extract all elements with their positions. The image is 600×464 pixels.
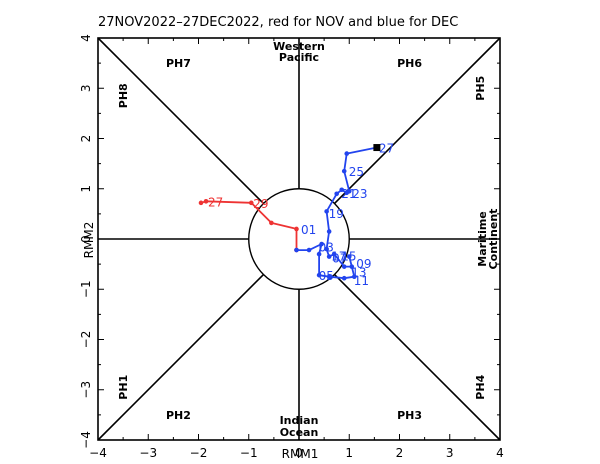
day-label-dec: 27 <box>379 142 394 156</box>
data-point-dec <box>346 254 352 259</box>
data-point-dec <box>326 229 332 234</box>
region-label-bottom: Indian <box>280 414 319 427</box>
x-tick-label: 2 <box>396 446 404 460</box>
day-label-dec: 11 <box>354 274 369 288</box>
x-axis-label: RMM1 <box>282 447 319 461</box>
x-tick-label: 4 <box>496 446 504 460</box>
data-point-dec <box>351 274 357 279</box>
day-label-dec: 07 <box>332 252 347 266</box>
data-point-dec <box>316 272 322 278</box>
chart-title: 27NOV2022–27DEC2022, red for NOV and blu… <box>98 15 458 30</box>
x-tick-label: 3 <box>446 446 454 460</box>
y-tick-label: −1 <box>79 280 93 298</box>
phase-label: PH6 <box>397 57 422 70</box>
phase-label: PH2 <box>166 409 191 422</box>
data-point-nov <box>203 199 209 204</box>
diagonal-line-sw <box>97 273 265 441</box>
day-label-dec: 01 <box>301 223 316 237</box>
region-label-top: Pacific <box>279 51 319 64</box>
phase-label: PH4 <box>474 374 487 399</box>
y-tick-label: 2 <box>79 135 93 143</box>
data-point-dec <box>349 264 355 269</box>
phase-label: PH7 <box>166 57 191 70</box>
y-tick-label: 1 <box>79 185 93 193</box>
x-tick-label: 1 <box>345 446 353 460</box>
phase-label: PH5 <box>474 76 487 101</box>
day-label-nov: 29 <box>253 197 268 211</box>
data-point-dec <box>346 188 352 194</box>
data-point-nov <box>269 220 274 226</box>
data-point-dec <box>324 246 329 252</box>
data-point-dec <box>339 187 345 193</box>
data-point-dec <box>341 264 347 269</box>
y-tick-label: 0 <box>79 235 93 243</box>
day-label-nov: 27 <box>208 195 223 209</box>
data-point-dec <box>341 275 347 281</box>
x-tick-label: 0 <box>295 446 303 460</box>
data-point-dec <box>344 151 350 156</box>
plot-frame <box>97 37 501 441</box>
region-label-right: Continent <box>487 209 500 270</box>
data-point-dec <box>324 209 329 214</box>
data-point-dec <box>331 251 337 257</box>
y-tick-label: −3 <box>79 381 93 399</box>
data-point-dec <box>306 247 312 253</box>
day-label-dec: 25 <box>349 165 364 179</box>
data-point-dec <box>326 274 332 279</box>
data-point-dec <box>319 241 324 247</box>
data-point-nov <box>248 200 254 206</box>
y-tick-label: 3 <box>79 84 93 92</box>
data-point-dec <box>294 247 299 253</box>
phase-label: PH8 <box>117 83 130 108</box>
x-tick-label: −4 <box>89 446 107 460</box>
day-label-dec: 21 <box>341 187 356 201</box>
day-label-dec: 03 <box>319 241 334 255</box>
x-tick-label: −3 <box>139 446 157 460</box>
diagonal-line-nw <box>97 37 265 205</box>
region-label-bottom: Ocean <box>280 426 319 439</box>
data-point-dec <box>316 251 322 257</box>
day-label-dec: 13 <box>351 266 366 280</box>
day-label-dec: 15 <box>341 250 356 264</box>
day-label-dec: 05 <box>319 269 334 283</box>
data-point-nov <box>198 200 204 206</box>
region-label-top: Western <box>273 40 325 53</box>
diagonal-line-se <box>333 273 501 441</box>
data-point-dec <box>326 254 332 259</box>
day-label-dec: 23 <box>352 187 367 201</box>
phase-label: PH3 <box>397 409 422 422</box>
phase-label: PH1 <box>117 375 130 400</box>
x-tick-label: −2 <box>190 446 208 460</box>
end-marker <box>373 144 381 152</box>
y-axis-label: RMM2 <box>82 222 96 259</box>
diagonal-line-ne <box>333 37 501 205</box>
data-point-dec <box>334 191 339 197</box>
y-tick-label: 4 <box>79 34 93 42</box>
y-tick-label: −2 <box>79 331 93 349</box>
x-tick-label: −1 <box>240 446 258 460</box>
y-tick-label: −4 <box>79 431 93 449</box>
data-point-dec <box>341 168 347 174</box>
day-label-dec: 09 <box>356 257 371 271</box>
day-label-dec: 19 <box>329 207 344 221</box>
data-point-nov <box>294 226 299 232</box>
region-label-right: Maritime <box>476 211 489 267</box>
day-label-dec: 17 <box>331 250 346 264</box>
